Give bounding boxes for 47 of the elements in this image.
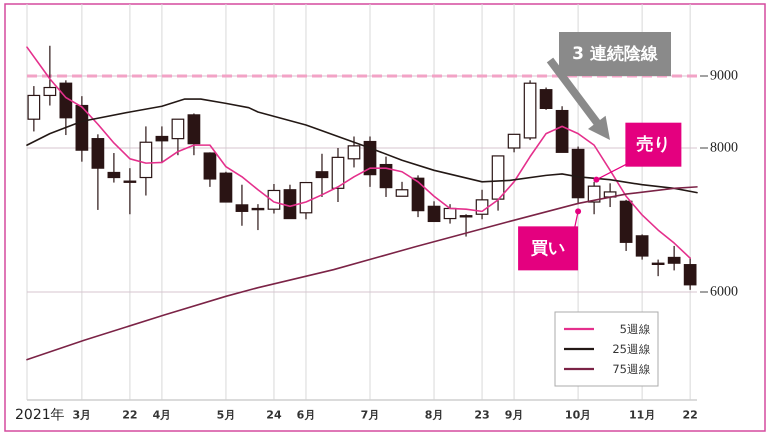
x-tick-label: 4月	[152, 408, 172, 422]
candlestick	[508, 134, 520, 153]
y-tick-label: 8000	[710, 140, 738, 156]
candlestick	[348, 136, 360, 168]
candlestick	[652, 259, 664, 277]
x-tick-label: 22	[682, 408, 698, 422]
annotation: 売り	[636, 134, 670, 155]
candlestick	[108, 152, 120, 184]
x-tick-label: 24	[266, 408, 282, 422]
candlestick	[252, 204, 264, 231]
x-axis-title: 2021年	[15, 407, 65, 423]
x-tick-label: 8月	[424, 408, 444, 422]
x-tick-label: 10月	[564, 408, 592, 422]
candlestick	[460, 214, 472, 238]
candlestick	[28, 85, 40, 132]
candlestick	[668, 245, 680, 271]
candlestick	[268, 183, 280, 214]
candlestick	[156, 126, 168, 164]
annotation: 3 連続陰線	[572, 44, 659, 64]
candlestick	[236, 184, 248, 226]
x-tick-label: 5月	[216, 408, 236, 422]
candlestick	[124, 168, 136, 215]
x-tick-label: 7月	[360, 408, 380, 422]
line-series	[26, 186, 698, 360]
candlestick	[636, 234, 648, 260]
annotation: 買い	[530, 238, 566, 258]
x-tick-label: 23	[474, 408, 490, 422]
candlestick	[540, 86, 552, 110]
candlestick	[44, 45, 56, 106]
candlestick	[428, 200, 440, 222]
legend-label: 25週線	[612, 342, 651, 356]
line-series	[26, 46, 691, 259]
x-tick-label: 11月	[628, 408, 656, 422]
candlestick	[172, 118, 184, 156]
candlestick	[316, 153, 328, 198]
y-tick-label: 9000	[710, 68, 738, 84]
candlestick	[444, 204, 456, 224]
candlestick	[684, 256, 697, 290]
x-tick-label: 22	[122, 408, 138, 422]
legend-label: 5週線	[620, 322, 651, 336]
legend-label: 75週線	[612, 362, 651, 376]
x-tick-label: 6月	[296, 408, 316, 422]
x-tick-label: 3月	[72, 408, 92, 422]
y-tick-label: 6000	[710, 284, 738, 300]
candlestick	[396, 181, 408, 197]
x-tick-label: 9月	[504, 408, 524, 422]
candlestick	[588, 181, 600, 215]
